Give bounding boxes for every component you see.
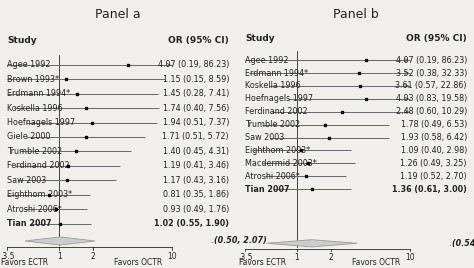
Text: Saw 2003: Saw 2003: [245, 133, 284, 142]
Text: Favors ECTR: Favors ECTR: [239, 258, 286, 267]
Text: Macdermid 2003*: Macdermid 2003*: [245, 159, 317, 168]
Text: Giele 2000: Giele 2000: [7, 132, 50, 142]
Title: Panel b: Panel b: [333, 8, 379, 21]
Text: Saw 2003: Saw 2003: [7, 176, 46, 185]
Text: Eighthom 2003*: Eighthom 2003*: [7, 190, 72, 199]
Text: Trumble 2002: Trumble 2002: [245, 120, 300, 129]
Text: Ferdinand 2002: Ferdinand 2002: [245, 107, 308, 116]
Text: 1.19 (0.41, 3.46): 1.19 (0.41, 3.46): [163, 161, 229, 170]
Text: 1.26 (0.49, 3.25): 1.26 (0.49, 3.25): [401, 159, 467, 168]
Text: .3.5: .3.5: [0, 252, 15, 261]
Text: Atroshi 2006*: Atroshi 2006*: [7, 205, 62, 214]
Text: .: .: [449, 239, 454, 248]
Text: 2.48 (0.60, 10.29): 2.48 (0.60, 10.29): [396, 107, 467, 116]
Text: Trumble 2002: Trumble 2002: [7, 147, 62, 156]
Text: 1.93 (0.58, 6.42): 1.93 (0.58, 6.42): [401, 133, 467, 142]
Text: 1.78 (0.49, 6.53): 1.78 (0.49, 6.53): [401, 120, 467, 129]
Text: 1.02 (0.55, 1.90): 1.02 (0.55, 1.90): [154, 219, 229, 228]
Text: 1: 1: [57, 252, 62, 261]
Text: 4.07 (0.19, 86.23): 4.07 (0.19, 86.23): [158, 60, 229, 69]
Text: Favors ECTR: Favors ECTR: [1, 258, 48, 267]
Text: 1.15 (0.15, 8.59): 1.15 (0.15, 8.59): [163, 75, 229, 84]
Text: Study: Study: [245, 34, 274, 43]
Text: 1.45 (0.28, 7.41): 1.45 (0.28, 7.41): [163, 89, 229, 98]
Text: 4.07 (0.19, 86.23): 4.07 (0.19, 86.23): [396, 56, 467, 65]
Text: Favors OCTR: Favors OCTR: [352, 258, 401, 267]
Text: (0.50, 2.07): (0.50, 2.07): [214, 236, 267, 245]
Text: OR (95% CI): OR (95% CI): [168, 36, 229, 45]
Text: 1: 1: [295, 253, 300, 262]
Text: Eighthom 2003*: Eighthom 2003*: [245, 146, 310, 155]
Title: Panel a: Panel a: [95, 8, 141, 21]
Text: Atroshi 2006*: Atroshi 2006*: [245, 172, 300, 181]
Text: 10: 10: [406, 253, 415, 262]
Text: 0.81 (0.35, 1.86): 0.81 (0.35, 1.86): [163, 190, 229, 199]
Text: Tian 2007: Tian 2007: [245, 185, 290, 193]
Text: (0.54, 3.39): (0.54, 3.39): [452, 239, 474, 248]
Text: 1.19 (0.52, 2.70): 1.19 (0.52, 2.70): [401, 172, 467, 181]
Text: Koskella 1996: Koskella 1996: [7, 104, 63, 113]
Polygon shape: [267, 240, 357, 247]
Text: 10: 10: [168, 252, 177, 261]
Text: Ferdinand 2002: Ferdinand 2002: [7, 161, 70, 170]
Text: 1.71 (0.51, 5.72): 1.71 (0.51, 5.72): [163, 132, 229, 142]
Text: Hoefnagels 1997: Hoefnagels 1997: [245, 94, 313, 103]
Text: Erdmann 1994*: Erdmann 1994*: [245, 69, 308, 77]
Text: 3.61 (0.57, 22.86): 3.61 (0.57, 22.86): [395, 81, 467, 90]
Text: Favors OCTR: Favors OCTR: [114, 258, 163, 267]
Text: Hoefnagels 1997: Hoefnagels 1997: [7, 118, 75, 127]
Text: .: .: [211, 236, 216, 245]
Polygon shape: [25, 237, 95, 245]
Text: 2: 2: [329, 253, 334, 262]
Text: 1.36 (0.61, 3.00): 1.36 (0.61, 3.00): [392, 185, 467, 193]
Text: 3.52 (0.38, 32.33): 3.52 (0.38, 32.33): [396, 69, 467, 77]
Text: Tian 2007: Tian 2007: [7, 219, 52, 228]
Text: Study: Study: [7, 36, 36, 45]
Text: Agee 1992: Agee 1992: [245, 56, 289, 65]
Text: Agee 1992: Agee 1992: [7, 60, 51, 69]
Text: 1.40 (0.45, 4.31): 1.40 (0.45, 4.31): [163, 147, 229, 156]
Text: 2: 2: [91, 252, 96, 261]
Text: 4.03 (0.83, 19.58): 4.03 (0.83, 19.58): [396, 94, 467, 103]
Text: Koskella 1996: Koskella 1996: [245, 81, 301, 90]
Text: 1.17 (0.43, 3.16): 1.17 (0.43, 3.16): [163, 176, 229, 185]
Text: Erdmann 1994*: Erdmann 1994*: [7, 89, 70, 98]
Text: 0.93 (0.49, 1.76): 0.93 (0.49, 1.76): [163, 205, 229, 214]
Text: OR (95% CI): OR (95% CI): [406, 34, 467, 43]
Text: Brown 1993*: Brown 1993*: [7, 75, 59, 84]
Text: .3.5: .3.5: [238, 253, 253, 262]
Text: 1.94 (0.51, 7.37): 1.94 (0.51, 7.37): [163, 118, 229, 127]
Text: 1.74 (0.40, 7.56): 1.74 (0.40, 7.56): [163, 104, 229, 113]
Text: 1.09 (0.40, 2.98): 1.09 (0.40, 2.98): [401, 146, 467, 155]
